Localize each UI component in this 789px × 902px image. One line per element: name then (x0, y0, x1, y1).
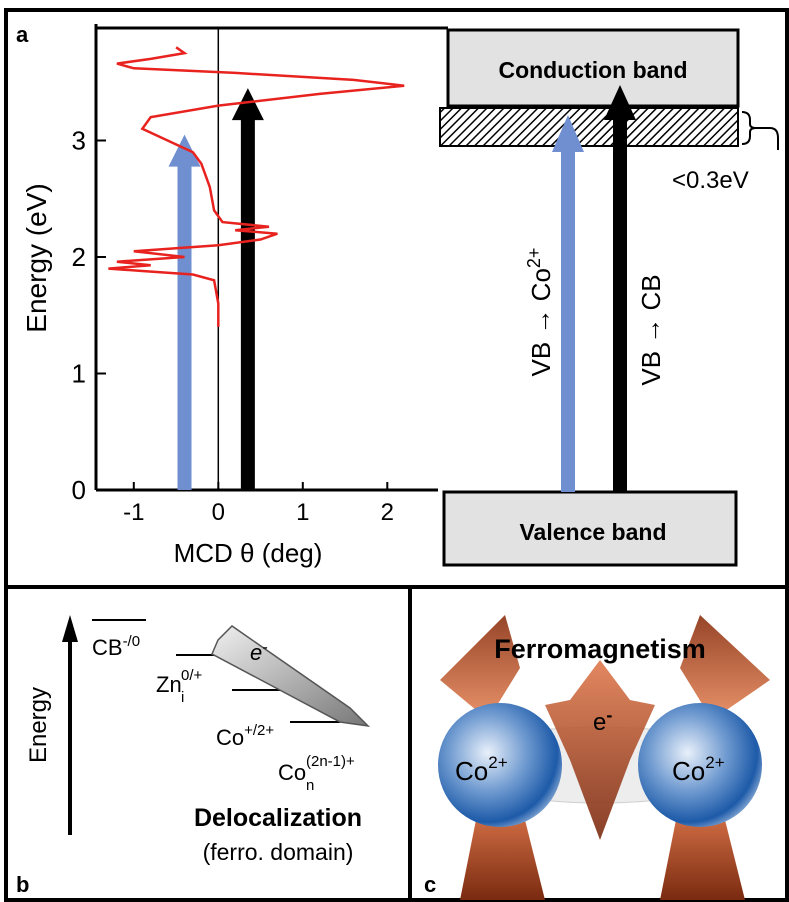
panel-label: c (424, 872, 436, 897)
transition-label: VB → Co2+ (524, 248, 556, 377)
level-sub: n (306, 777, 314, 794)
level-sub: i (181, 689, 184, 706)
transition-label-sup: 2+ (524, 248, 544, 269)
level-label: CB-/0 (92, 633, 140, 660)
level-text: Co (278, 760, 306, 785)
x-tick-label: 0 (212, 499, 225, 526)
band-diagram: Conduction band Valence band <0.3eV VB →… (440, 30, 778, 565)
panel-title: Ferromagnetism (494, 634, 706, 664)
panel-label: a (16, 22, 29, 47)
mcd-line (108, 47, 404, 327)
y-tick-label: 0 (72, 475, 86, 505)
valence-band-label: Valence band (519, 519, 666, 545)
gap-note: <0.3eV (672, 167, 749, 194)
transition-arrow (561, 150, 575, 492)
energy-arrow-head (169, 135, 201, 167)
energy-arrow (241, 118, 255, 490)
y-axis-label: Energy (eV) (21, 183, 52, 332)
panel-label: b (16, 872, 29, 897)
panel-c: Ferromagnetism e- Co2+ Co2+ c (424, 615, 770, 900)
energy-axis-head (62, 615, 78, 642)
level-text: Co (216, 725, 244, 750)
conduction-band-label: Conduction band (498, 57, 687, 83)
level-label: Zni 0/+ (156, 667, 203, 706)
level-text: CB (92, 635, 123, 660)
figure: a Energy (eV) MCD θ (deg) 0 1 2 3 -1 0 1 2 Cond… (0, 0, 789, 902)
subcaption: (ferro. domain) (203, 839, 354, 865)
level-label: Co+/2+ (216, 722, 274, 750)
ion-text: Co (672, 756, 705, 786)
energy-axis-label: Energy (25, 687, 52, 763)
carrier-sup: - (262, 639, 267, 656)
level-sup: (2n-1)+ (306, 753, 355, 770)
x-axis-label: MCD θ (deg) (174, 538, 323, 568)
y-tick-label: 2 (72, 242, 86, 272)
level-sup: 0/+ (181, 667, 203, 684)
level-text: Zn (156, 672, 182, 697)
ion-sup: 2+ (705, 753, 724, 772)
carrier-text: e (250, 640, 262, 665)
level-label: Con (2n-1)+ (278, 753, 355, 794)
panel-b: Energy e- CB-/0 Zni0/+ Co+/2+ Con(2n-1)+… (16, 615, 368, 897)
gap-brace (742, 112, 778, 150)
y-tick-label: 3 (72, 126, 86, 156)
x-tick-label: 2 (381, 499, 394, 526)
transition-label: VB → CB (636, 274, 666, 385)
y-tick-label: 1 (72, 359, 86, 389)
x-tick-label: 1 (296, 499, 309, 526)
gap-states (440, 108, 738, 146)
energy-arrow (178, 165, 192, 490)
level-sup: -/0 (123, 633, 141, 650)
transition-label-text: VB → Co (526, 268, 556, 376)
caption: Delocalization (194, 804, 362, 832)
carrier-text: e (593, 709, 606, 736)
level-sup: +/2+ (244, 722, 274, 739)
transition-arrow (613, 118, 627, 492)
ion-text: Co (455, 756, 488, 786)
carrier-sup: - (606, 705, 612, 725)
transfer-arrow (212, 626, 368, 726)
panel-a: a Energy (eV) MCD θ (deg) 0 1 2 3 -1 0 1 2 (16, 22, 448, 568)
ion-sup: 2+ (488, 753, 507, 772)
x-tick-label: -1 (123, 499, 144, 526)
